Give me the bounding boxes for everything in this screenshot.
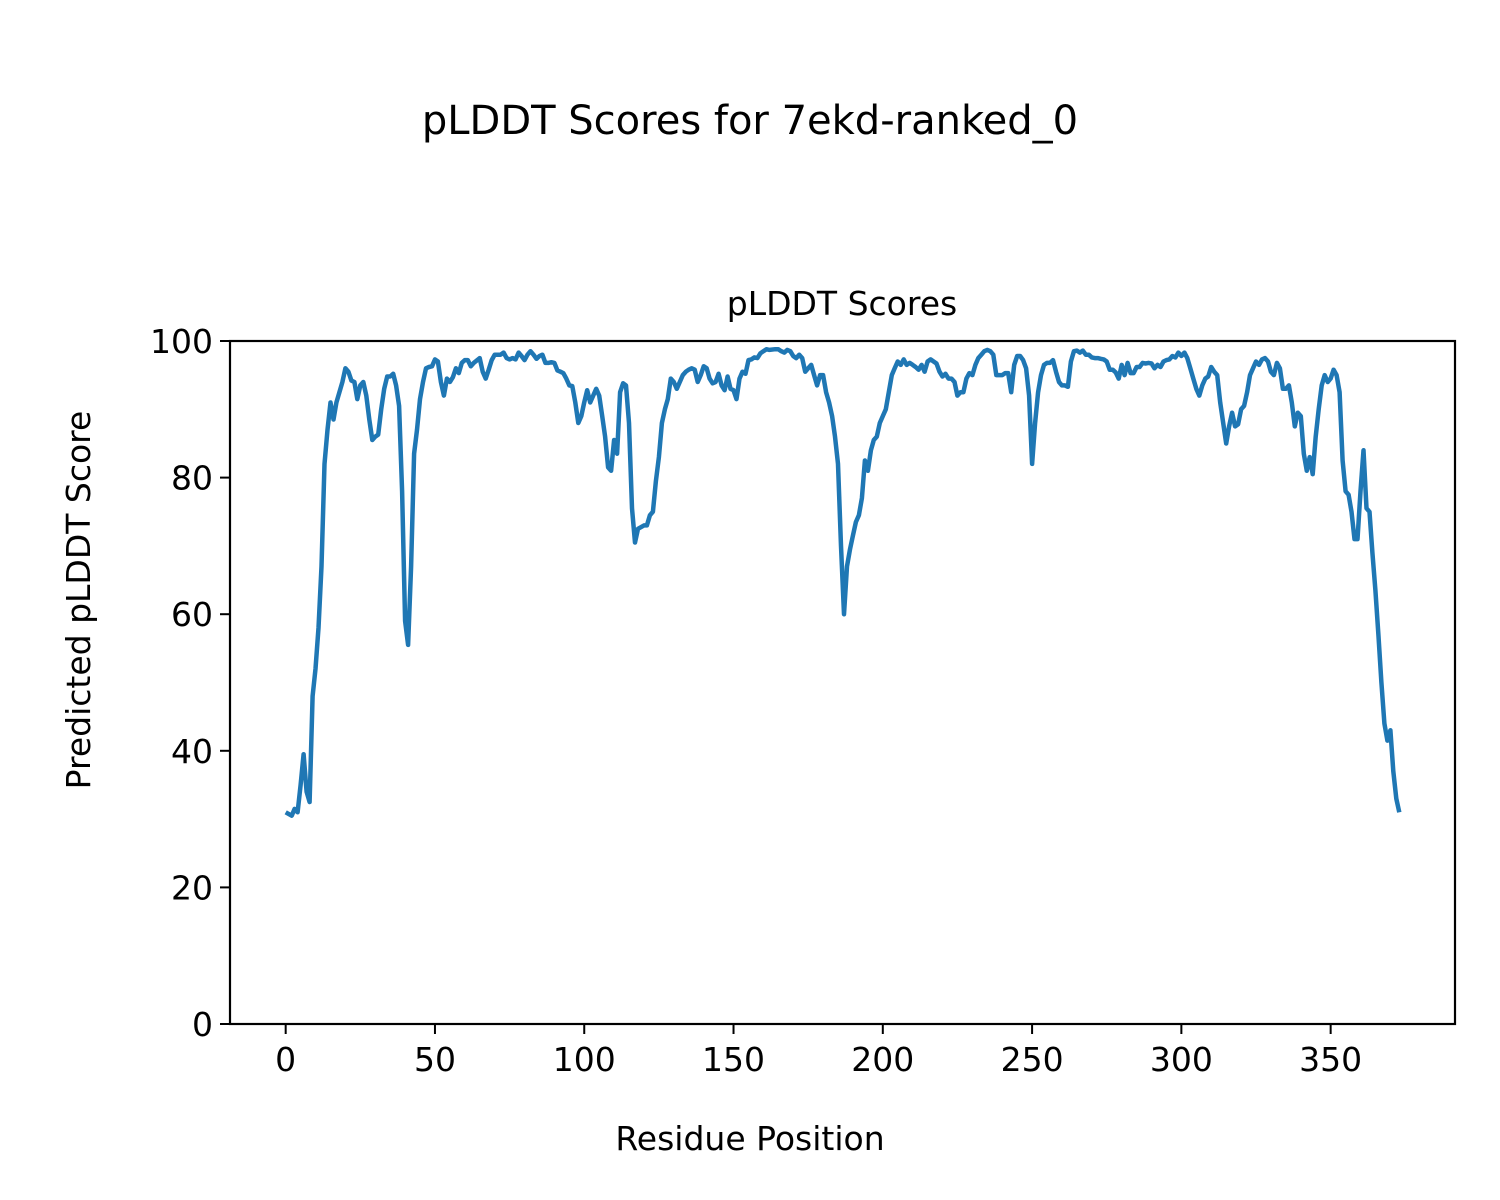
y-tick-label: 40: [171, 732, 213, 771]
plot-area-frame: [228, 339, 1457, 1026]
x-tick-label: 100: [553, 1040, 616, 1079]
y-axis-label: Predicted pLDDT Score: [59, 411, 98, 790]
y-tick-label: 0: [192, 1005, 213, 1044]
y-tick-label: 100: [150, 322, 213, 361]
y-tick-label: 20: [171, 868, 213, 907]
x-tick-label: 150: [702, 1040, 765, 1079]
y-tick-label: 80: [171, 459, 213, 498]
x-tick-label: 250: [1001, 1040, 1064, 1079]
x-tick-label: 200: [851, 1040, 914, 1079]
x-tick-label: 350: [1299, 1040, 1362, 1079]
x-tick-label: 300: [1150, 1040, 1213, 1079]
y-axis: 0 20 40 60 80 100: [150, 322, 230, 1044]
series-line-plddt: [284, 346, 1402, 818]
x-tick-label: 0: [275, 1040, 296, 1079]
figure-suptitle: pLDDT Scores for 7ekd-ranked_0: [422, 98, 1078, 144]
x-axis-label: Residue Position: [615, 1119, 884, 1158]
axes-title: pLDDT Scores: [727, 284, 957, 323]
y-tick-label: 60: [171, 595, 213, 634]
x-tick-label: 50: [414, 1040, 456, 1079]
series-layer: [284, 346, 1402, 818]
x-axis: 0 50 100 150 200 250 300 350: [275, 1024, 1362, 1079]
